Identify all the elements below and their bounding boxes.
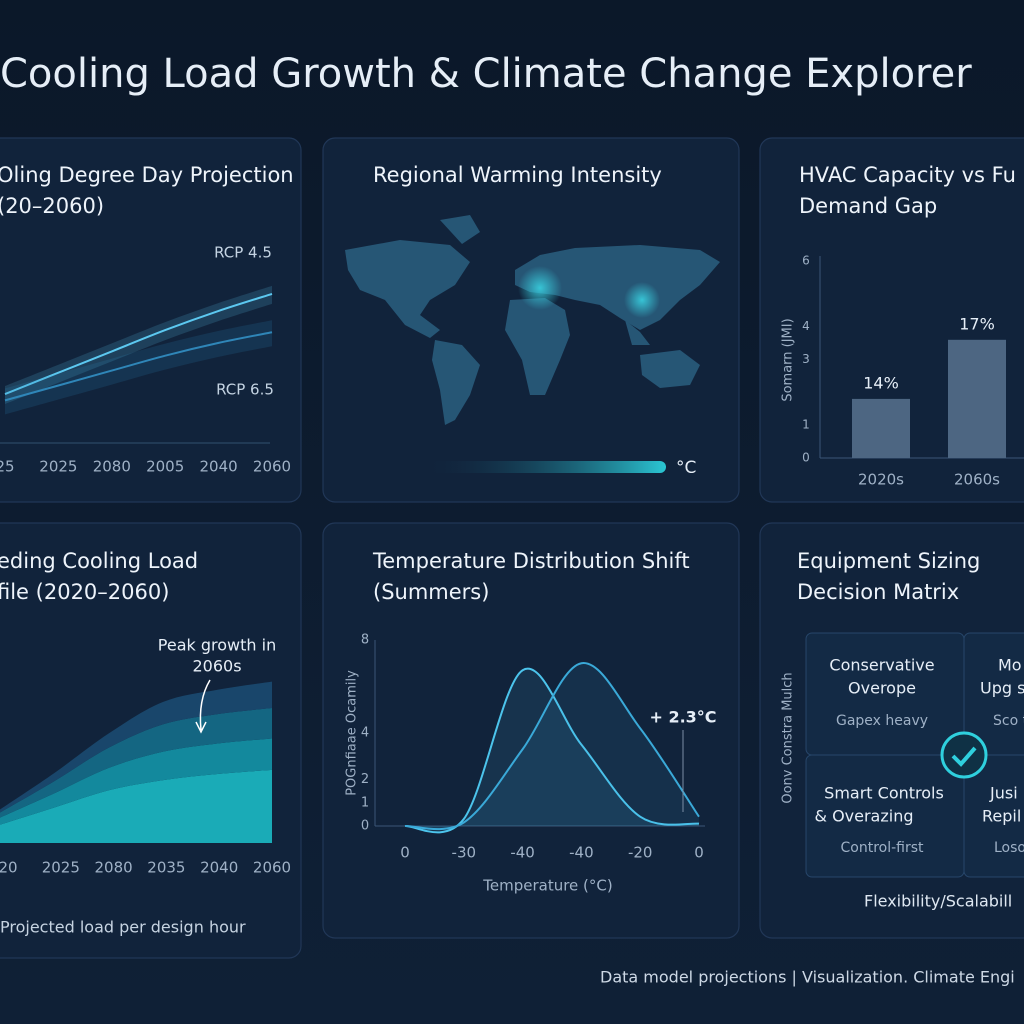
y-tick-label: 0 [802,451,810,465]
panel-title: Temperature Distribution Shift [372,549,690,573]
x-tick-label: 20 [0,859,18,877]
annotation: + 2.3°C [649,708,716,727]
cell-label: Upg s [980,679,1024,698]
series-label: RCP 4.5 [214,244,272,262]
area [0,769,272,843]
x-tick-label: -30 [452,844,477,862]
panel-title: Regional Warming Intensity [373,163,662,187]
area [0,738,272,825]
line [4,331,273,402]
band [5,320,272,415]
panel-title: HVAC Capacity vs Fu [799,163,1016,187]
hotspot [518,266,562,310]
cell-note: Control-first [840,840,924,856]
panel [0,137,302,503]
curve [404,662,700,831]
area [0,708,272,818]
panel-title: file (2020–2060) [0,580,169,604]
color-legend [430,461,666,473]
x-tick-label: 2060 [253,458,291,476]
bar [852,398,910,458]
panel-title: (20–2060) [0,194,104,218]
hotspot [624,282,660,318]
x-axis-label: Temperature (°C) [482,877,612,895]
cell-label: Smart Controls [824,784,944,803]
bar-annotation: 14% [863,373,899,392]
cell-note: Gapex heavy [836,713,928,729]
footer: Data model projections | Visualization. … [600,968,1015,987]
world-map [345,215,720,425]
panel-title: Equipment Sizing [797,549,980,573]
cell-label: Repil [982,807,1021,826]
panel-title: Oling Degree Day Projection [0,163,294,187]
check-badge [940,731,988,779]
curve [404,667,700,834]
x-tick-label: 2020s [858,471,904,489]
x-tick-label: 2040 [200,859,238,877]
area [0,681,272,813]
legend-unit: °C [676,458,696,478]
x-tick-label: 2040 [200,458,238,476]
check-icon [951,746,977,767]
cell-label: Jusi [989,784,1018,803]
cell-label: & Overazing [815,807,914,826]
panel-title: Decision Matrix [797,580,959,604]
x-tick-label: 2080 [93,458,131,476]
x-tick-label: 2005 [146,458,184,476]
y-tick-label: 2 [361,772,369,787]
footnote: Projected load per design hour [0,918,246,937]
axis-label: Flexibility/Scalabill [864,892,1012,911]
cell-note: Loso stor [994,840,1024,856]
y-tick-label: 3 [802,352,810,366]
panel-title: (Summers) [373,580,489,604]
x-tick-label: 0 [400,844,410,862]
x-tick-label: -40 [569,844,594,862]
y-tick-label: 4 [802,319,810,333]
curve-fill [405,668,699,833]
matrix-grid [805,632,1024,878]
y-tick-label: 1 [361,795,369,810]
y-tick-label: 4 [361,726,369,741]
bar-annotation: 17% [959,314,995,333]
x-tick-label: 2080 [95,859,133,877]
curve-fill [405,663,699,830]
axis-label: Oonv Constra Mulch [781,672,796,803]
annotation: Peak growth in [158,636,276,655]
page-title: Cooling Load Growth & Climate Change Exp… [0,51,972,97]
x-tick-label: 2060s [954,471,1000,489]
y-axis-label: Somarn (JMI) [781,318,796,401]
panel-title: eding Cooling Load [0,549,198,573]
cell-label: Conservative [829,656,934,675]
cell-label: Mo [998,656,1022,675]
y-tick-label: 6 [802,254,810,268]
series-label: RCP 6.5 [216,381,274,399]
y-tick-label: 1 [802,418,810,432]
x-tick-label: -20 [628,844,653,862]
y-axis-label: POGnfiaae Ocamily [345,670,360,796]
x-tick-label: 2025 [42,859,80,877]
y-tick-label: 0 [361,819,369,834]
cell-note: Sco tric [993,713,1024,729]
x-tick-label: 0 [694,844,704,862]
arrow [195,679,211,734]
x-tick-label: 2060 [253,859,291,877]
y-tick-label: 8 [361,633,369,648]
cell-label: Overope [848,679,916,698]
x-tick-label: 2035 [147,859,185,877]
annotation: 2060s [192,657,241,676]
x-tick-label: 2025 [39,458,77,476]
x-tick-label: 25 [0,458,15,476]
x-tick-label: -40 [510,844,535,862]
bar [948,339,1006,458]
panel-title: Demand Gap [799,194,937,218]
line [4,292,273,395]
panel [322,522,740,939]
